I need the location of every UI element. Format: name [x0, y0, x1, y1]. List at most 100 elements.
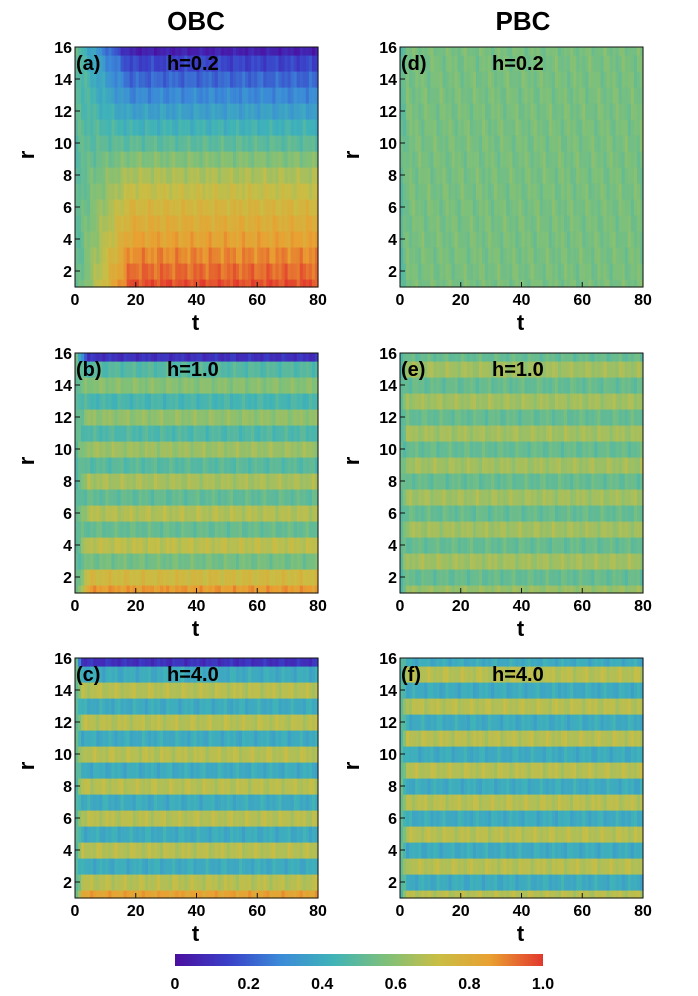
heatmap-cell: [299, 263, 304, 280]
heatmap-cell: [242, 890, 246, 899]
heatmap-cell: [187, 247, 192, 264]
heatmap-cell: [482, 71, 486, 88]
heatmap-cell: [147, 874, 152, 891]
heatmap-cell: [260, 778, 264, 795]
y-tick-label: 10: [54, 442, 72, 459]
heatmap-cell: [281, 263, 286, 280]
heatmap-cell: [512, 215, 517, 232]
heatmap-cell: [427, 103, 431, 120]
heatmap-cell: [293, 890, 298, 899]
heatmap-cell: [160, 810, 164, 827]
y-tick-label: 6: [63, 811, 72, 828]
heatmap-cell: [299, 71, 304, 88]
heatmap-cell: [263, 377, 267, 394]
heatmap-cell: [196, 537, 201, 554]
heatmap-cell: [302, 537, 307, 554]
heatmap-cell: [293, 826, 298, 843]
heatmap-cell: [208, 658, 213, 667]
heatmap-cell: [448, 231, 453, 248]
heatmap-cell: [205, 553, 210, 570]
heatmap-cell: [172, 183, 176, 200]
heatmap-cell: [205, 505, 210, 522]
heatmap-cell: [585, 151, 589, 168]
heatmap-cell: [412, 135, 416, 152]
heatmap-cell: [260, 730, 264, 747]
heatmap-cell: [567, 183, 571, 200]
heatmap-cell: [178, 215, 182, 232]
heatmap-cell: [150, 505, 155, 522]
heatmap-cell: [251, 425, 255, 442]
heatmap-cell: [311, 778, 316, 795]
heatmap-cell: [163, 409, 167, 426]
heatmap-cell: [242, 537, 246, 554]
heatmap-cell: [141, 585, 146, 594]
heatmap-cell: [275, 537, 280, 554]
heatmap-cell: [412, 103, 416, 120]
heatmap-cell: [472, 263, 477, 280]
heatmap-cell: [205, 263, 210, 280]
heatmap-cell: [245, 71, 249, 88]
heatmap-cell: [293, 199, 298, 216]
heatmap-cell: [178, 441, 182, 458]
heatmap-cell: [172, 135, 176, 152]
heatmap-cell: [536, 71, 541, 88]
heatmap-cell: [205, 537, 210, 554]
heatmap-cell: [129, 71, 134, 88]
heatmap-cell: [284, 682, 289, 699]
heatmap-cell: [141, 425, 146, 442]
heatmap-cell: [202, 714, 207, 731]
heatmap-cell: [202, 746, 207, 763]
heatmap-cell: [466, 103, 471, 120]
heatmap-cell: [138, 730, 143, 747]
heatmap-cell: [120, 167, 125, 184]
heatmap-cell: [232, 119, 237, 136]
heatmap-cell: [257, 377, 261, 394]
heatmap-cell: [245, 409, 249, 426]
heatmap-cell: [567, 279, 571, 288]
heatmap-cell: [466, 151, 471, 168]
heatmap-cell: [172, 778, 176, 795]
heatmap-cell: [96, 746, 100, 763]
heatmap-cell: [433, 47, 438, 56]
heatmap-cell: [485, 279, 489, 288]
heatmap-cell: [147, 71, 152, 88]
heatmap-cell: [135, 183, 140, 200]
heatmap-cell: [226, 263, 231, 280]
heatmap-cell: [157, 231, 161, 248]
heatmap-cell: [129, 826, 134, 843]
heatmap-cell: [242, 361, 246, 378]
heatmap-cell: [251, 183, 255, 200]
heatmap-cell: [229, 87, 234, 104]
heatmap-cell: [403, 151, 407, 168]
heatmap-cell: [205, 87, 210, 104]
heatmap-cell: [436, 47, 441, 56]
heatmap-cell: [229, 794, 234, 811]
heatmap-cell: [257, 103, 261, 120]
heatmap-cell: [582, 231, 586, 248]
heatmap-cell: [153, 826, 158, 843]
panel-label: (b): [76, 359, 102, 381]
heatmap-cell: [533, 47, 538, 56]
heatmap-cell: [120, 409, 125, 426]
heatmap-cell: [193, 569, 198, 586]
heatmap-cell: [302, 215, 307, 232]
heatmap-cell: [111, 826, 116, 843]
heatmap-cell: [290, 377, 295, 394]
heatmap-cell: [220, 353, 225, 362]
heatmap-cell: [503, 167, 507, 184]
heatmap-cell: [293, 279, 298, 288]
heatmap-cell: [284, 537, 289, 554]
heatmap-cell: [172, 505, 176, 522]
heatmap-cell: [251, 393, 255, 410]
heatmap-cell: [302, 585, 307, 594]
heatmap-cell: [132, 489, 137, 506]
heatmap-cell: [187, 231, 192, 248]
heatmap-cell: [129, 47, 134, 56]
heatmap-cell: [120, 698, 125, 715]
heatmap-cell: [296, 103, 301, 120]
heatmap-cell: [220, 489, 225, 506]
heatmap-cell: [196, 810, 201, 827]
heatmap-cell: [105, 103, 110, 120]
heatmap-cell: [260, 361, 264, 378]
